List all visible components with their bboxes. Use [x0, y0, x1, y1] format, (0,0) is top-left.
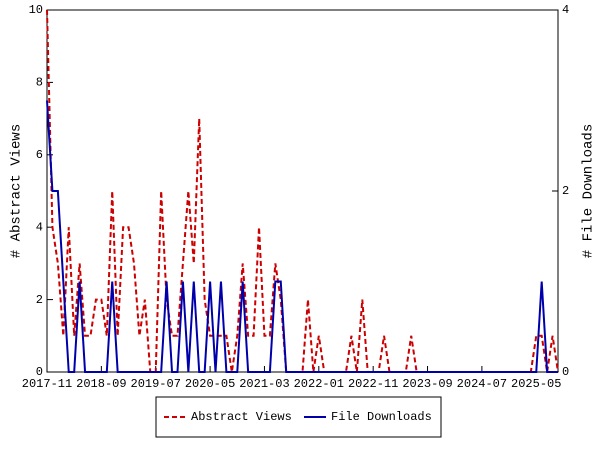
- y2-tick-label: 2: [562, 184, 569, 198]
- y-tick-label: 0: [36, 365, 43, 379]
- x-tick-label: 2022-11: [348, 377, 398, 391]
- x-tick-label: 2017-11: [22, 377, 72, 391]
- y2-axis-label: # File Downloads: [581, 124, 597, 258]
- y-axis-label: # Abstract Views: [9, 124, 25, 258]
- series-line: [46, 9, 559, 373]
- y-tick-label: 8: [36, 76, 43, 90]
- series-line: [46, 100, 558, 373]
- x-tick-label: 2022-01: [294, 377, 344, 391]
- plot-frame: [46, 9, 559, 373]
- x-tick-label: 2020-05: [185, 377, 235, 391]
- y-tick-label: 2: [36, 293, 43, 307]
- x-tick-label: 2025-05: [511, 377, 561, 391]
- legend-label: File Downloads: [331, 410, 432, 424]
- y2-tick-label: 4: [562, 3, 569, 17]
- legend-box: [155, 396, 442, 438]
- y-tick-label: 6: [36, 148, 43, 162]
- x-tick-label: 2023-09: [402, 377, 452, 391]
- y2-tick-label: 0: [562, 365, 569, 379]
- x-tick-label: 2024-07: [457, 377, 507, 391]
- x-tick-label: 2021-03: [239, 377, 289, 391]
- legend-label: Abstract Views: [191, 410, 292, 424]
- x-tick-label: 2018-09: [76, 377, 126, 391]
- y-tick-label: 10: [29, 3, 43, 17]
- x-tick-label: 2019-07: [131, 377, 181, 391]
- y-tick-label: 4: [36, 220, 43, 234]
